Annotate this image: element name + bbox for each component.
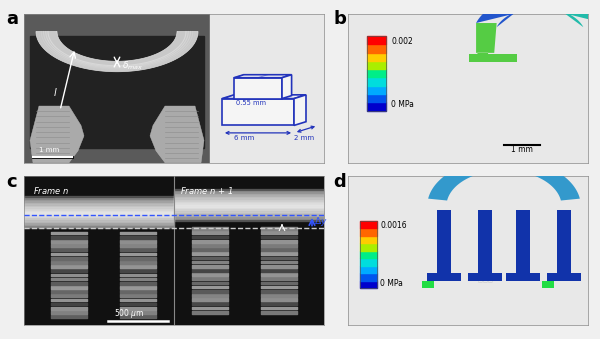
Polygon shape (428, 158, 580, 200)
Text: 500 $\mu$m: 500 $\mu$m (114, 307, 145, 320)
Bar (367, 36, 386, 44)
Text: 0.55 mm: 0.55 mm (235, 100, 265, 106)
Polygon shape (30, 106, 84, 163)
Polygon shape (476, 0, 539, 27)
Polygon shape (539, 0, 600, 27)
Bar (360, 221, 377, 228)
Text: 1 mm: 1 mm (39, 147, 59, 153)
Text: 3D打印网: 3D打印网 (467, 274, 493, 283)
Bar (547, 273, 581, 281)
Polygon shape (150, 106, 204, 163)
Bar (360, 281, 377, 288)
Bar (360, 221, 377, 288)
Polygon shape (282, 75, 292, 99)
Text: c: c (6, 173, 17, 191)
Text: Frame $n$: Frame $n$ (33, 185, 69, 196)
Text: a: a (6, 10, 18, 28)
Polygon shape (476, 23, 497, 62)
Bar (367, 36, 386, 111)
Bar (542, 281, 554, 288)
Polygon shape (222, 95, 306, 99)
Bar (516, 210, 530, 273)
Bar (360, 266, 377, 273)
Text: 0 MPa: 0 MPa (391, 100, 414, 109)
Bar (427, 273, 461, 281)
Polygon shape (234, 78, 282, 99)
Bar (360, 228, 377, 236)
Text: 0.002: 0.002 (391, 37, 413, 46)
Polygon shape (234, 75, 292, 78)
Text: Frame $n$ + 1: Frame $n$ + 1 (180, 185, 233, 196)
Text: 2 mm: 2 mm (294, 135, 314, 141)
Bar (367, 53, 386, 61)
Text: $\delta_{max}$: $\delta_{max}$ (121, 60, 143, 72)
Bar (367, 61, 386, 69)
Bar (478, 210, 492, 273)
Bar (367, 69, 386, 77)
Text: 1 mm: 1 mm (511, 145, 533, 154)
Text: d: d (333, 173, 346, 191)
Polygon shape (294, 95, 306, 125)
Bar (367, 44, 386, 53)
Polygon shape (222, 99, 294, 125)
Bar (360, 236, 377, 243)
Bar (437, 210, 451, 273)
Bar (30, 36, 204, 148)
Bar (360, 258, 377, 266)
Bar (367, 94, 386, 102)
Text: 0.0016: 0.0016 (380, 221, 407, 230)
Bar (24, 14, 210, 163)
Bar (557, 210, 571, 273)
Text: b: b (333, 10, 346, 28)
Bar (210, 14, 324, 163)
Text: $\Delta y$: $\Delta y$ (314, 215, 327, 228)
Polygon shape (36, 32, 198, 72)
Bar (469, 54, 517, 62)
Text: $l$: $l$ (53, 86, 58, 98)
Bar (360, 251, 377, 258)
Bar (422, 281, 434, 288)
Bar (360, 243, 377, 251)
Bar (367, 102, 386, 111)
Bar (367, 86, 386, 94)
Bar (506, 273, 540, 281)
Bar (367, 77, 386, 86)
Text: 6 mm: 6 mm (234, 135, 254, 141)
Bar (360, 273, 377, 281)
Text: 0 MPa: 0 MPa (380, 279, 403, 288)
Bar (468, 273, 502, 281)
